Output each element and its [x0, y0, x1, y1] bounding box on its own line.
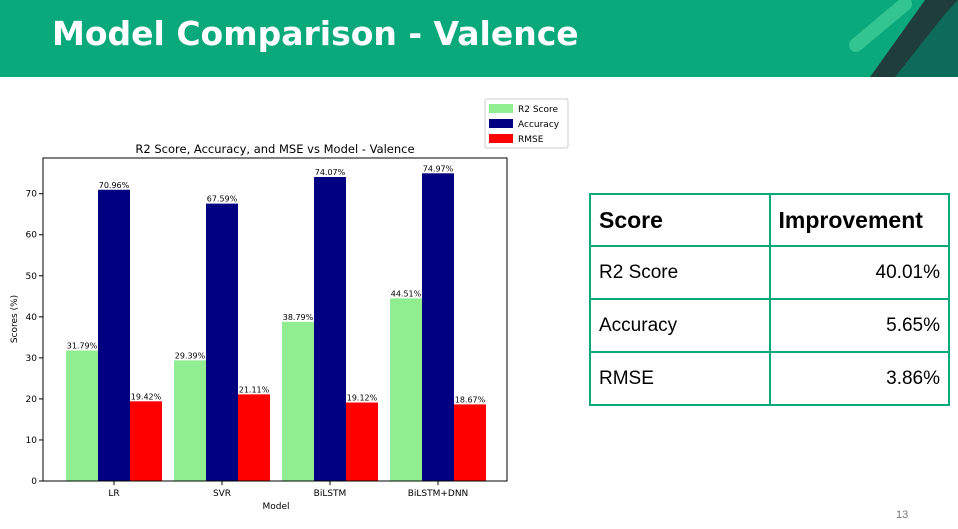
- legend-label: R2 Score: [518, 105, 559, 115]
- bar-value-label: 19.12%: [347, 394, 378, 403]
- x-tick-label: BiLSTM+DNN: [408, 489, 469, 499]
- y-tick-label: 40: [26, 313, 38, 323]
- y-tick-label: 60: [26, 231, 38, 241]
- row-label: R2 Score: [589, 245, 771, 300]
- y-tick-label: 50: [26, 272, 38, 282]
- x-axis: LR SVR BiLSTM BiLSTM+DNN: [108, 481, 468, 499]
- corner-stripes-decoration: [849, 0, 958, 77]
- legend: R2 Score Accuracy RMSE: [484, 98, 569, 149]
- bar-value-label: 67.59%: [207, 195, 238, 204]
- bar-r2-score-lr: [66, 350, 98, 481]
- bar-rmse-bilstm: [346, 402, 378, 481]
- legend-swatch: [489, 134, 513, 143]
- x-tick-label: SVR: [213, 489, 231, 499]
- y-tick-label: 10: [26, 436, 38, 446]
- bar-rmse-lr: [130, 401, 162, 481]
- slide-title: Model Comparison - Valence: [52, 14, 579, 53]
- bar-r2-score-bilstm-dnn: [390, 298, 422, 481]
- bars-layer: 31.79% 70.96% 19.42% 29.39% 67.59% 21.11% 38.7…: [66, 164, 486, 481]
- table-row: R2 Score 40.01%: [589, 245, 950, 300]
- bar-r2-score-svr: [174, 360, 206, 481]
- bar-value-label: 31.79%: [67, 342, 98, 351]
- x-tick-label: LR: [108, 489, 119, 499]
- page-number: 13: [896, 509, 909, 521]
- y-axis-label: Scores (%): [10, 295, 20, 343]
- plot-frame: [42, 157, 508, 482]
- bar-rmse-svr: [238, 394, 270, 481]
- bar-value-label: 19.42%: [131, 392, 162, 401]
- bar-accuracy-bilstm: [314, 177, 346, 481]
- x-axis-label: Model: [262, 502, 289, 512]
- bar-value-label: 70.96%: [99, 181, 130, 190]
- chart-title: R2 Score, Accuracy, and MSE vs Model - V…: [135, 142, 414, 156]
- title-banner: Model Comparison - Valence: [0, 0, 958, 77]
- row-label: RMSE: [589, 351, 771, 406]
- improvement-table: Score Improvement R2 Score 40.01% Accura…: [589, 193, 950, 406]
- header-improvement: Improvement: [768, 193, 950, 247]
- y-tick-label: 0: [31, 477, 37, 487]
- y-tick-label: 20: [26, 395, 38, 405]
- y-tick-label: 70: [26, 190, 38, 200]
- bar-chart: R2 Score, Accuracy, and MSE vs Model - V…: [10, 98, 569, 512]
- y-axis: 0 10 20 30 40 50 60 70: [26, 190, 43, 487]
- x-tick-label: BiLSTM: [314, 489, 347, 499]
- legend-swatch: [489, 119, 513, 128]
- bar-value-label: 74.97%: [423, 164, 454, 173]
- table-header-row: Score Improvement: [589, 193, 950, 247]
- bar-accuracy-bilstm-dnn: [422, 173, 454, 481]
- bar-value-label: 38.79%: [283, 313, 314, 322]
- bar-value-label: 18.67%: [455, 395, 486, 404]
- table-row: RMSE 3.86%: [589, 351, 950, 406]
- legend-swatch: [489, 104, 513, 113]
- legend-label: Accuracy: [518, 120, 560, 130]
- header-score: Score: [589, 193, 771, 247]
- row-value: 40.01%: [768, 245, 950, 300]
- bar-accuracy-lr: [98, 189, 130, 481]
- row-value: 5.65%: [768, 298, 950, 353]
- bar-value-label: 29.39%: [175, 351, 206, 360]
- bar-rmse-bilstm-dnn: [454, 404, 486, 481]
- bar-accuracy-svr: [206, 203, 238, 481]
- row-value: 3.86%: [768, 351, 950, 406]
- bar-value-label: 74.07%: [315, 168, 346, 177]
- row-label: Accuracy: [589, 298, 771, 353]
- table-row: Accuracy 5.65%: [589, 298, 950, 353]
- bar-value-label: 44.51%: [391, 289, 422, 298]
- legend-label: RMSE: [518, 135, 544, 145]
- y-tick-label: 30: [26, 354, 38, 364]
- bar-r2-score-bilstm: [282, 321, 314, 481]
- bar-value-label: 21.11%: [239, 385, 270, 394]
